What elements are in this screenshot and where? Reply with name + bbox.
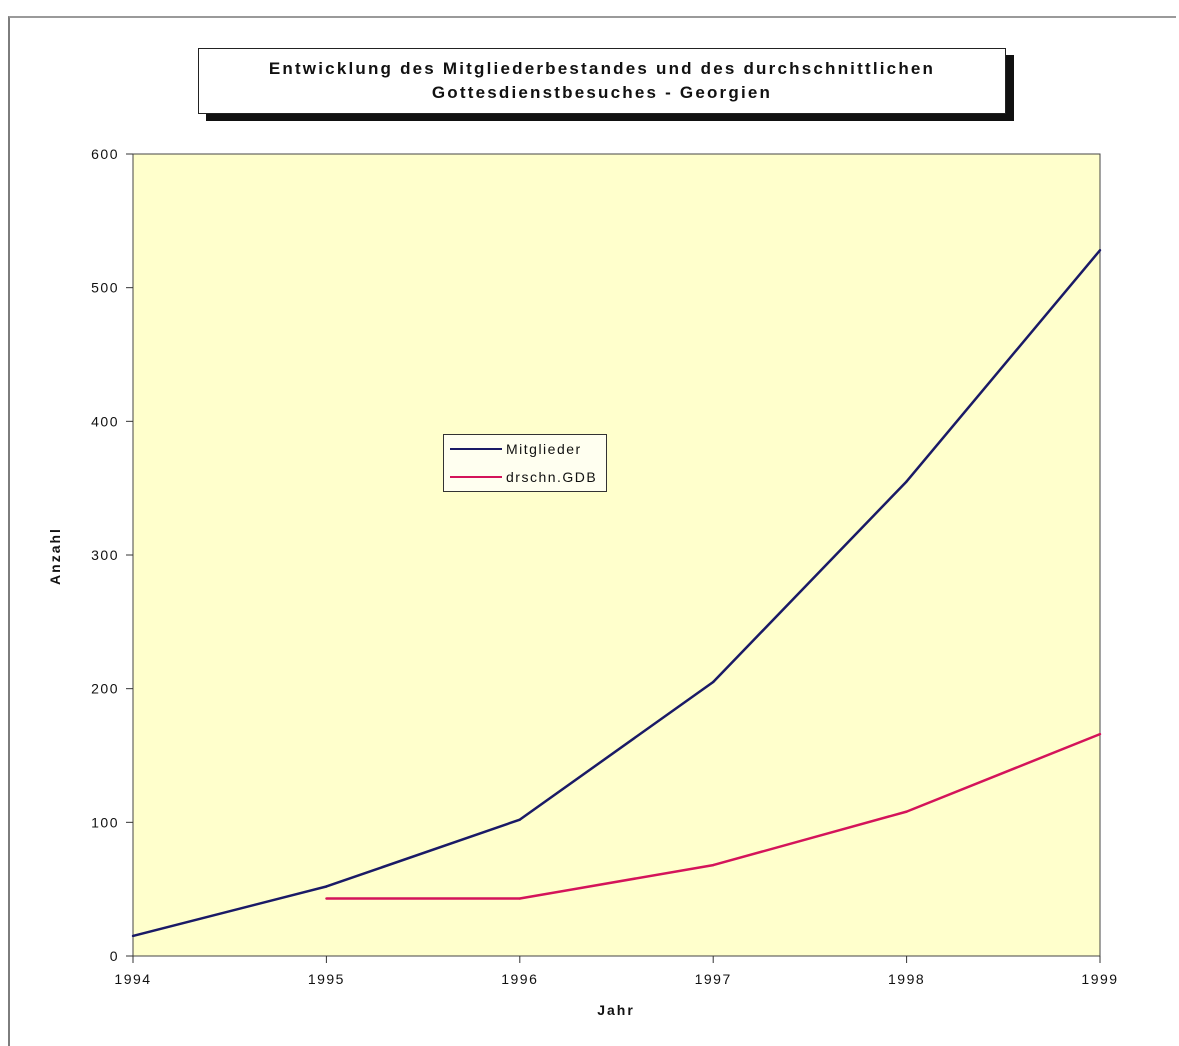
data-point <box>712 863 715 867</box>
x-tick-label: 1995 <box>308 971 345 987</box>
data-point <box>1098 732 1102 736</box>
y-tick-label: 100 <box>91 814 119 830</box>
legend-item-gdb: drschn.GDB <box>450 467 597 487</box>
series-group <box>131 249 1102 938</box>
x-axis-title: Jahr <box>597 1002 635 1018</box>
x-tick-label: 1994 <box>114 971 151 987</box>
legend-item-mitglieder: Mitglieder <box>450 439 582 459</box>
plot-area <box>132 153 1101 957</box>
data-point <box>905 810 908 813</box>
x-tick-label: 1996 <box>501 971 538 987</box>
x-tick-label: 1997 <box>695 971 732 987</box>
y-tick-label: 500 <box>91 280 119 296</box>
legend-swatch-gdb <box>450 476 502 478</box>
x-tick-label: 1999 <box>1081 971 1118 987</box>
y-tick-label: 400 <box>91 413 119 429</box>
legend-swatch-mitglieder <box>450 448 502 450</box>
data-point <box>325 897 328 900</box>
y-axis-title: Anzahl <box>47 527 63 585</box>
y-tick-label: 600 <box>91 146 119 162</box>
chart-frame <box>8 16 1176 1046</box>
legend-label-mitglieder: Mitglieder <box>506 441 582 457</box>
x-tick-label: 1998 <box>888 971 925 987</box>
series-line-0 <box>132 249 1101 938</box>
y-tick-label: 300 <box>91 547 119 563</box>
data-point <box>325 885 328 888</box>
x-axis: 1994 1995 1996 1997 1998 1999 <box>114 956 1118 987</box>
y-tick-label: 200 <box>91 681 119 697</box>
chart-title-line-2: Gottesdienstbesuches - Georgien <box>431 83 773 102</box>
data-point <box>518 897 521 900</box>
data-point <box>1098 249 1102 252</box>
legend-label-gdb: drschn.GDB <box>506 469 598 485</box>
legend: Mitglieder drschn.GDB <box>443 434 607 492</box>
y-tick-label: 0 <box>110 948 119 964</box>
data-point <box>712 680 715 684</box>
chart-title-line-1: Entwicklung des Mitgliederbestandes und … <box>268 59 936 78</box>
data-point <box>131 934 135 938</box>
data-point <box>518 818 521 821</box>
y-axis: 0 100 200 300 400 500 600 <box>91 146 133 964</box>
data-point <box>905 480 908 483</box>
chart-title-box: Entwicklung des Mitgliederbestandes und … <box>198 48 1006 114</box>
